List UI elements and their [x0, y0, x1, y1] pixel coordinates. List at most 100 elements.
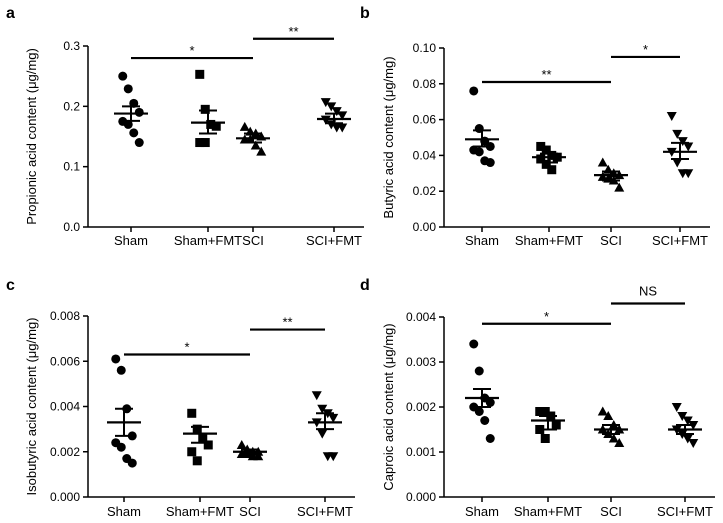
data-point: [326, 102, 337, 112]
y-tick-label: 0.000: [406, 490, 436, 504]
data-point: [116, 442, 126, 452]
significance-label: *: [643, 42, 648, 57]
data-point: [192, 424, 202, 434]
data-point: [328, 413, 339, 423]
data-point: [127, 458, 137, 468]
data-point: [134, 138, 144, 148]
y-tick-label: 0.004: [406, 310, 436, 324]
x-tick-label: SCI+FMT: [297, 504, 353, 519]
y-tick-label: 0.04: [413, 148, 437, 162]
data-point: [683, 169, 694, 179]
data-point: [469, 86, 479, 96]
data-point: [474, 407, 484, 416]
data-point: [480, 416, 490, 425]
x-tick-label: Sham: [465, 504, 499, 519]
x-tick-label: SCI: [239, 504, 261, 519]
x-tick-label: Sham: [114, 233, 148, 248]
data-point: [239, 121, 250, 131]
data-point: [547, 165, 557, 175]
data-point: [317, 404, 328, 414]
x-tick-label: SCI+FMT: [652, 233, 708, 248]
panel-label: b: [360, 5, 370, 22]
y-tick-label: 0.006: [50, 354, 80, 368]
y-tick-label: 0.1: [63, 160, 80, 174]
x-tick-label: SCI: [600, 504, 622, 519]
data-point: [236, 439, 247, 449]
data-point: [328, 452, 339, 462]
data-point: [187, 408, 197, 418]
data-point: [474, 366, 484, 376]
data-point: [536, 141, 546, 151]
data-point: [256, 146, 267, 156]
data-point: [250, 140, 261, 150]
significance-label: **: [282, 315, 292, 330]
significance-label: *: [184, 339, 189, 354]
data-point: [320, 98, 331, 108]
data-point: [666, 112, 677, 122]
y-tick-label: 0.002: [50, 445, 80, 459]
data-point: [541, 159, 551, 169]
y-tick-label: 0.003: [406, 355, 436, 369]
y-tick-label: 0.3: [63, 39, 80, 53]
data-point: [253, 451, 264, 461]
data-point: [331, 107, 342, 117]
data-point: [211, 121, 221, 131]
y-axis-label: Butyric acid content (μg/mg): [381, 56, 396, 218]
data-point: [597, 406, 608, 416]
data-point: [203, 440, 213, 450]
data-point: [206, 119, 216, 129]
chart-panel-d: d 0.000 0.001 0.002 0.003 0.004 Caproic acid c…: [360, 277, 715, 519]
data-point: [603, 411, 614, 420]
data-point: [683, 142, 694, 152]
significance-label: *: [544, 309, 549, 324]
data-point: [597, 157, 608, 167]
significance-label: *: [189, 43, 194, 58]
y-tick-label: 0.02: [413, 184, 437, 198]
data-point: [551, 420, 561, 430]
data-point: [485, 434, 495, 443]
y-tick-label: 0.004: [50, 400, 80, 414]
x-tick-label: Sham+FMT: [514, 504, 582, 519]
data-point: [614, 438, 625, 447]
data-point: [485, 398, 495, 407]
data-point: [192, 456, 202, 466]
data-point: [116, 365, 126, 375]
data-point: [608, 433, 619, 443]
x-tick-label: Sham+FMT: [515, 233, 583, 248]
data-point: [540, 407, 550, 416]
y-tick-label: 0.00: [413, 220, 437, 234]
data-point: [688, 439, 699, 448]
data-point: [123, 119, 133, 129]
data-point: [317, 429, 328, 439]
y-tick-label: 0.0: [63, 220, 80, 234]
x-tick-label: SCI: [242, 233, 264, 248]
significance-label: **: [541, 67, 551, 82]
data-point: [111, 354, 121, 364]
data-point: [536, 154, 546, 164]
y-tick-label: 0.008: [50, 309, 80, 323]
data-point: [195, 138, 205, 148]
chart-panel-c: c 0.000 0.002 0.004 0.006 0.008 Isobutyric aci…: [6, 277, 355, 519]
data-point: [672, 158, 683, 168]
y-tick-label: 0.000: [50, 490, 80, 504]
data-point: [200, 138, 210, 148]
chart-panel-b: b 0.00 0.02 0.04 0.06 0.08 0.10 Butyric acid co…: [360, 5, 710, 248]
significance-label: **: [288, 24, 298, 39]
data-point: [682, 434, 693, 444]
data-point: [187, 447, 197, 457]
y-tick-label: 0.08: [413, 77, 437, 91]
x-tick-label: Sham+FMT: [174, 233, 242, 248]
data-point: [597, 171, 608, 181]
data-point: [195, 69, 205, 79]
significance-label: NS: [639, 284, 657, 299]
y-tick-label: 0.001: [406, 445, 436, 459]
data-point: [337, 123, 348, 133]
data-point: [469, 339, 479, 349]
data-point: [118, 71, 128, 81]
data-point: [672, 129, 683, 139]
y-tick-label: 0.002: [406, 400, 436, 414]
x-tick-label: SCI+FMT: [306, 233, 362, 248]
chart-panel-a: a 0.0 0.1 0.2 0.3 Propionic acid content (μg/…: [6, 5, 364, 248]
data-point: [614, 182, 625, 192]
